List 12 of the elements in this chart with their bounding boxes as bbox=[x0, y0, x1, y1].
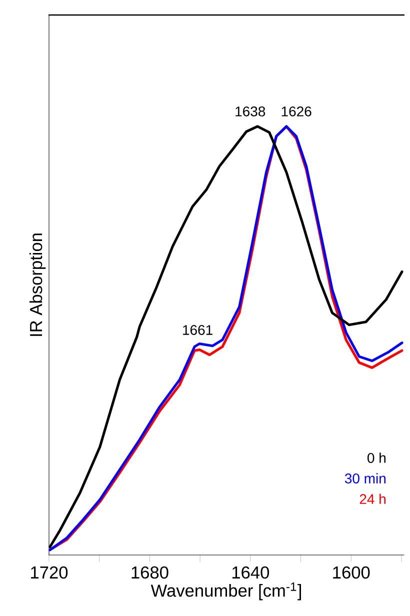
text: 0 h bbox=[368, 452, 386, 463]
text: 30 min bbox=[344, 473, 386, 484]
annotation: 1638 bbox=[236, 106, 266, 116]
annotation: 1661 bbox=[183, 325, 212, 335]
x-tick-label: 1600 bbox=[333, 566, 370, 579]
annotation: 1626 bbox=[282, 106, 312, 116]
x-tick-label: 1640 bbox=[232, 566, 270, 579]
x-tick-label: 1680 bbox=[132, 566, 168, 579]
y-axis-title: IR Absorption bbox=[29, 234, 46, 336]
x-tick-label: 1720 bbox=[31, 566, 68, 579]
text: 24 h bbox=[360, 494, 386, 504]
x-axis-title: Wavenumber [cm$^{-1}$] bbox=[150, 582, 301, 600]
